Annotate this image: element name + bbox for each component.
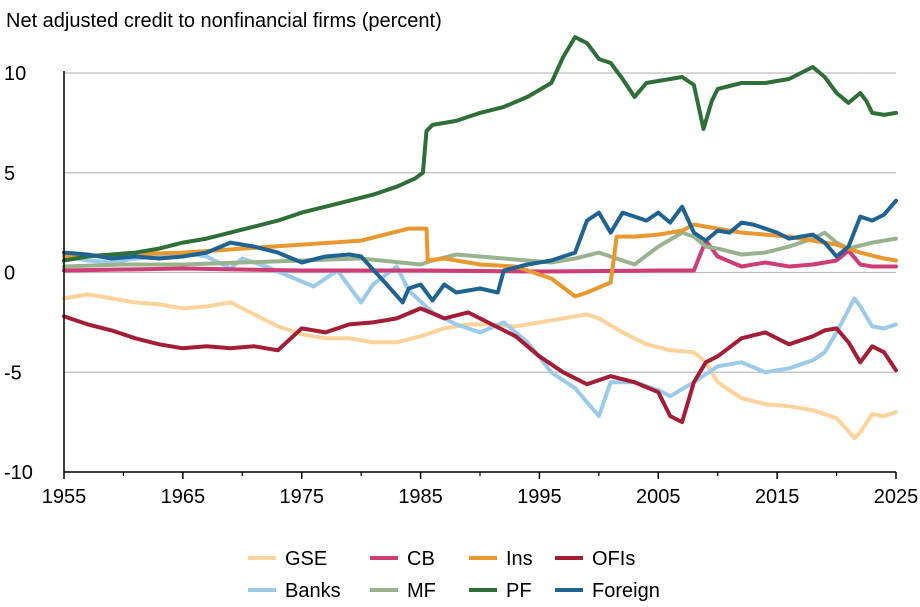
y-tick-label: -10	[4, 462, 33, 484]
x-tick-label: 2005	[636, 486, 681, 508]
legend-label-cb: CB	[407, 548, 435, 570]
x-tick-label: 2015	[755, 486, 800, 508]
legend-label-gse: GSE	[285, 548, 327, 570]
legend: GSE Banks CB MF Ins OFIs PF Foreign	[248, 548, 660, 602]
legend-label-pf: PF	[506, 580, 532, 602]
legend-label-banks: Banks	[285, 580, 341, 602]
series-line-ofis	[62, 306, 898, 425]
x-tick-label: 1995	[517, 486, 562, 508]
y-tick-label: 0	[4, 263, 15, 285]
series-line-gse	[62, 292, 898, 441]
x-tick-label: 1965	[161, 486, 206, 508]
y-tick-label: 5	[4, 163, 15, 185]
x-tick-label: 2025	[874, 486, 919, 508]
x-tick-label: 1985	[398, 486, 443, 508]
legend-label-foreign: Foreign	[592, 580, 660, 602]
y-tick-label: -5	[4, 362, 22, 384]
legend-label-ofis: OFIs	[592, 548, 635, 570]
series-line-cb	[62, 238, 898, 274]
gridlines: 10 5 0 -5 -10	[4, 63, 896, 484]
x-tick-label: 1955	[42, 486, 87, 508]
legend-label-mf: MF	[407, 580, 436, 602]
series-lines	[62, 35, 898, 441]
series-line-pf	[62, 35, 898, 263]
series-line-ins	[62, 222, 898, 299]
chart-title: Net adjusted credit to nonfinancial firm…	[6, 10, 442, 32]
y-tick-label: 10	[4, 63, 26, 85]
axes: 1955 1965 1975 1985 1995 2005 2015 2025	[42, 71, 919, 508]
x-tick-label: 1975	[279, 486, 324, 508]
legend-label-ins: Ins	[506, 548, 533, 570]
series-line-mf	[62, 230, 898, 269]
series-line-foreign	[62, 198, 898, 305]
